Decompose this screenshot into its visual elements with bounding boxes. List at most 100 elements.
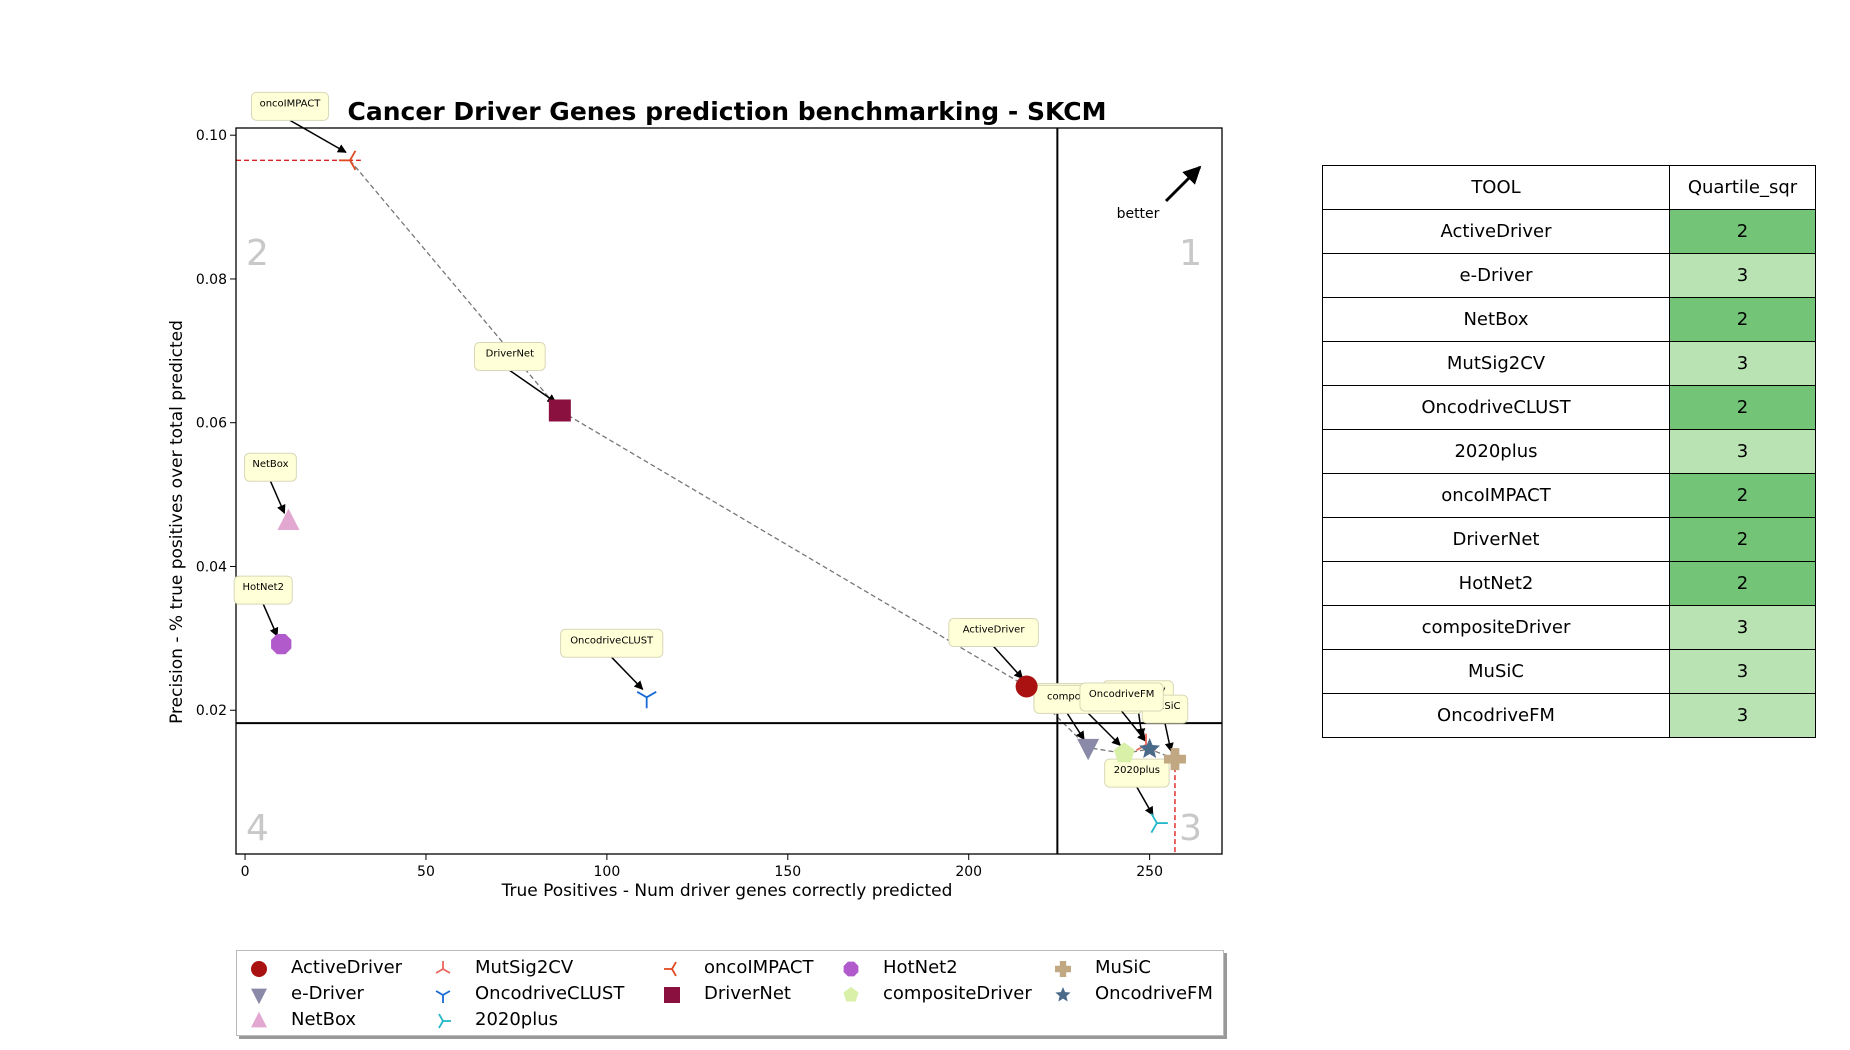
y-tick-label: 0.08: [196, 272, 227, 288]
table-cell-tool: MutSig2CV: [1322, 341, 1670, 386]
y-axis-label: Precision - % true positives over total …: [167, 320, 187, 724]
annotation-arrow: [262, 603, 279, 637]
x-axis-label: True Positives - Num driver genes correc…: [501, 881, 953, 901]
quartile-table: TOOL Quartile_sqr ActiveDriver 2 e-Driver 3…: [1322, 165, 1816, 738]
table-header-tool: TOOL: [1322, 165, 1670, 210]
table-cell-tool: oncoIMPACT: [1322, 473, 1670, 518]
y-tick-label: 0.10: [196, 128, 227, 144]
table-cell-quartile: 2: [1669, 561, 1816, 606]
legend-label: e-Driver: [291, 983, 364, 1004]
table-cell-quartile: 2: [1669, 385, 1816, 430]
table-cell-tool: e-Driver: [1322, 253, 1670, 298]
plot-frame: [235, 127, 1223, 855]
legend-marker-mutsig2cv: [435, 961, 451, 974]
annotation-box: [1104, 758, 1170, 788]
table-cell-quartile: 2: [1669, 209, 1816, 254]
table-cell-quartile: 3: [1669, 341, 1816, 386]
legend-marker-oncoimpact: [664, 961, 677, 977]
legend-label: compositeDriver: [883, 983, 1032, 1004]
data-point-netbox: [277, 508, 300, 530]
annotation-box: [948, 618, 1039, 648]
better-label: better: [1117, 206, 1160, 222]
table-row: e-Driver 3: [1322, 253, 1816, 298]
annotation-label: OncodriveFM: [1089, 689, 1155, 700]
annotation-arrow: [611, 656, 644, 690]
legend-label: ActiveDriver: [291, 957, 403, 978]
annotation-label: 2020plus: [1114, 765, 1160, 776]
table-row: OncodriveCLUST 2: [1322, 385, 1816, 430]
data-point-oncodrivefm: [1139, 738, 1161, 758]
table-cell-tool: NetBox: [1322, 297, 1670, 342]
table-cell-tool: MuSiC: [1322, 649, 1670, 694]
quadrant-label-1: 1: [1179, 233, 1202, 274]
legend-label: HotNet2: [883, 957, 958, 978]
data-point-drivernet: [548, 399, 571, 422]
legend-marker-drivernet: [664, 987, 680, 1003]
annotation-arrow: [1065, 711, 1085, 741]
legend-marker: [664, 987, 680, 1003]
table-header-quartile: Quartile_sqr: [1669, 165, 1816, 210]
y-tick-label: 0.02: [196, 703, 227, 719]
annotation-arrow: [1136, 786, 1154, 816]
data-point-oncoimpact: [338, 150, 357, 171]
table-cell-tool: OncodriveFM: [1322, 693, 1670, 738]
annotation-arrow: [993, 646, 1024, 680]
table-row: ActiveDriver 2: [1322, 209, 1816, 254]
table-cell-quartile: 3: [1669, 429, 1816, 474]
annotation-arrow: [1164, 722, 1174, 752]
annotation-label: HotNet2: [242, 582, 283, 593]
legend-marker-music: [1055, 961, 1071, 977]
legend-label: OncodriveFM: [1095, 983, 1213, 1004]
y-tick-label: 0.06: [196, 416, 227, 432]
table-row: NetBox 2: [1322, 297, 1816, 342]
annotation-arrow: [269, 480, 286, 515]
legend-label: MutSig2CV: [475, 957, 574, 978]
table-row: DriverNet 2: [1322, 517, 1816, 562]
legend: ActiveDriver e-Driver NetBox MutSig2CV Oncod…: [236, 950, 1224, 1036]
annotation-label: MuSiC: [1149, 701, 1180, 712]
legend-marker: [251, 1011, 267, 1028]
annotation-arrow: [1121, 710, 1147, 742]
annotation-box: [233, 575, 293, 605]
legend-marker: [435, 990, 451, 1003]
legend-label: OncodriveCLUST: [475, 983, 625, 1004]
annotation-box: [473, 341, 546, 371]
annotation-box: [560, 628, 664, 658]
legend-label: DriverNet: [704, 983, 791, 1004]
annotation-arrow: [1087, 712, 1121, 747]
table-cell-tool: 2020plus: [1322, 429, 1670, 474]
table-cell-tool: DriverNet: [1322, 517, 1670, 562]
quadrant-label-3: 3: [1179, 808, 1202, 849]
legend-marker-2020plus: [438, 1013, 451, 1029]
table-row: OncodriveFM 3: [1322, 693, 1816, 738]
legend-marker-hotnet2: [843, 961, 859, 977]
annotation-label: ActiveDriver: [963, 625, 1026, 636]
annotation-box: [1079, 682, 1164, 712]
annotation-label: oncoIMPACT: [260, 98, 322, 109]
legend-marker: [251, 988, 267, 1005]
x-tick-label: 200: [955, 864, 982, 880]
table-row: compositeDriver 3: [1322, 605, 1816, 650]
data-point-compositedriver: [1113, 742, 1135, 763]
legend-marker-activedriver: [251, 961, 267, 977]
table-row: HotNet2 2: [1322, 561, 1816, 606]
quadrant-label-2: 2: [246, 233, 269, 274]
legend-label: 2020plus: [475, 1009, 559, 1030]
legend-marker-oncodrivefm: [1055, 987, 1071, 1002]
quadrant-label-4: 4: [246, 808, 269, 849]
legend-marker: [438, 1013, 451, 1029]
annotation-label: DriverNet: [486, 348, 534, 359]
table-row: oncoIMPACT 2: [1322, 473, 1816, 518]
legend-marker-compositedriver: [843, 987, 859, 1002]
legend-marker: [664, 961, 677, 977]
legend-marker-oncodriveclust: [435, 990, 451, 1003]
table-cell-tool: HotNet2: [1322, 561, 1670, 606]
data-point-hotnet2: [271, 633, 292, 655]
x-tick-label: 50: [417, 864, 435, 880]
table-cell-tool: ActiveDriver: [1322, 209, 1670, 254]
table-row: 2020plus 3: [1322, 429, 1816, 474]
data-point-2020plus: [1150, 813, 1168, 834]
legend-marker: [435, 961, 451, 974]
annotation-label: OncodriveCLUST: [570, 635, 654, 646]
